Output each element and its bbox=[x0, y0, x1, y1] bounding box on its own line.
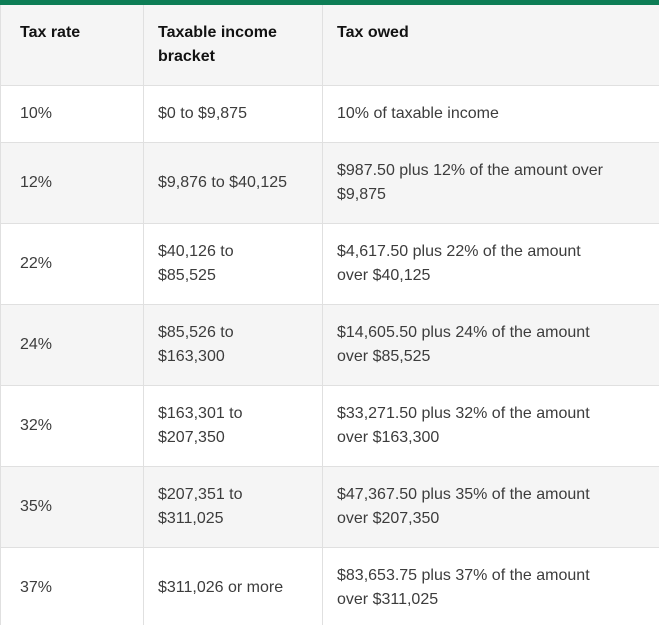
income-bracket-cell: $207,351 to $311,025 bbox=[143, 466, 323, 548]
tax-owed-cell: $4,617.50 plus 22% of the amount over $4… bbox=[322, 223, 659, 305]
col-header-taxable-income-bracket: Taxable income bracket bbox=[143, 2, 323, 86]
tax-rate-cell: 37% bbox=[0, 547, 144, 625]
table-row: 12% $9,876 to $40,125 $987.50 plus 12% o… bbox=[0, 142, 659, 224]
income-bracket-cell: $0 to $9,875 bbox=[143, 85, 323, 143]
income-bracket-cell: $163,301 to $207,350 bbox=[143, 385, 323, 467]
income-bracket-cell: $40,126 to $85,525 bbox=[143, 223, 323, 305]
table-row: 22% $40,126 to $85,525 $4,617.50 plus 22… bbox=[0, 223, 659, 305]
tax-owed-cell: $83,653.75 plus 37% of the amount over $… bbox=[322, 547, 659, 625]
tax-rate-cell: 10% bbox=[0, 85, 144, 143]
tax-owed-cell: $47,367.50 plus 35% of the amount over $… bbox=[322, 466, 659, 548]
tax-owed-cell: $14,605.50 plus 24% of the amount over $… bbox=[322, 304, 659, 386]
col-header-tax-rate: Tax rate bbox=[0, 2, 144, 86]
table-body: 10% $0 to $9,875 10% of taxable income 1… bbox=[0, 85, 659, 625]
table-row: 10% $0 to $9,875 10% of taxable income bbox=[0, 85, 659, 143]
tax-rate-cell: 12% bbox=[0, 142, 144, 224]
header-row: Tax rate Taxable income bracket Tax owed bbox=[0, 2, 659, 86]
tax-rate-cell: 24% bbox=[0, 304, 144, 386]
tax-rate-cell: 32% bbox=[0, 385, 144, 467]
table-row: 32% $163,301 to $207,350 $33,271.50 plus… bbox=[0, 385, 659, 467]
income-bracket-cell: $311,026 or more bbox=[143, 547, 323, 625]
tax-rate-cell: 22% bbox=[0, 223, 144, 305]
tax-owed-cell: 10% of taxable income bbox=[322, 85, 659, 143]
tax-owed-cell: $987.50 plus 12% of the amount over $9,8… bbox=[322, 142, 659, 224]
income-bracket-cell: $9,876 to $40,125 bbox=[143, 142, 323, 224]
table-row: 37% $311,026 or more $83,653.75 plus 37%… bbox=[0, 547, 659, 625]
income-bracket-cell: $85,526 to $163,300 bbox=[143, 304, 323, 386]
table-header: Tax rate Taxable income bracket Tax owed bbox=[0, 2, 659, 86]
col-header-tax-owed: Tax owed bbox=[322, 2, 659, 86]
table-row: 24% $85,526 to $163,300 $14,605.50 plus … bbox=[0, 304, 659, 386]
table-row: 35% $207,351 to $311,025 $47,367.50 plus… bbox=[0, 466, 659, 548]
tax-owed-cell: $33,271.50 plus 32% of the amount over $… bbox=[322, 385, 659, 467]
tax-rate-cell: 35% bbox=[0, 466, 144, 548]
